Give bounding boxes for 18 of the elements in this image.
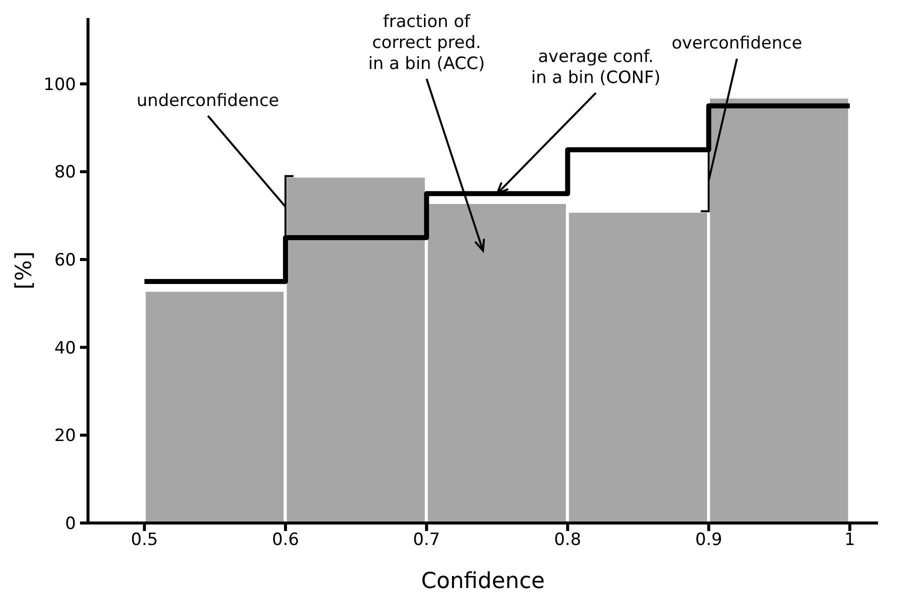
- x-tick-label: 0.9: [695, 530, 722, 550]
- y-tick-label: 0: [65, 514, 76, 534]
- annotation: underconfidence: [136, 90, 280, 111]
- x-tick-label: 0.8: [554, 530, 582, 550]
- annotation: average conf. in a bin (CONF): [531, 46, 661, 88]
- x-axis-title: Confidence: [421, 569, 545, 594]
- y-tick-label: 40: [54, 338, 76, 358]
- y-tick-label: 100: [44, 74, 76, 95]
- y-tick-label: 80: [54, 162, 76, 183]
- y-tick-label: 20: [54, 426, 76, 446]
- x-tick-label: 1: [844, 530, 856, 550]
- annotation: fraction of correct pred. in a bin (ACC): [368, 12, 485, 74]
- x-tick-label: 0.5: [130, 530, 158, 550]
- y-tick-label: 60: [54, 250, 76, 271]
- annotation: overconfidence: [672, 34, 802, 54]
- x-tick-label: 0.6: [272, 530, 300, 550]
- y-axis-title: [%]: [12, 251, 37, 290]
- x-tick-label: 0.7: [413, 530, 440, 550]
